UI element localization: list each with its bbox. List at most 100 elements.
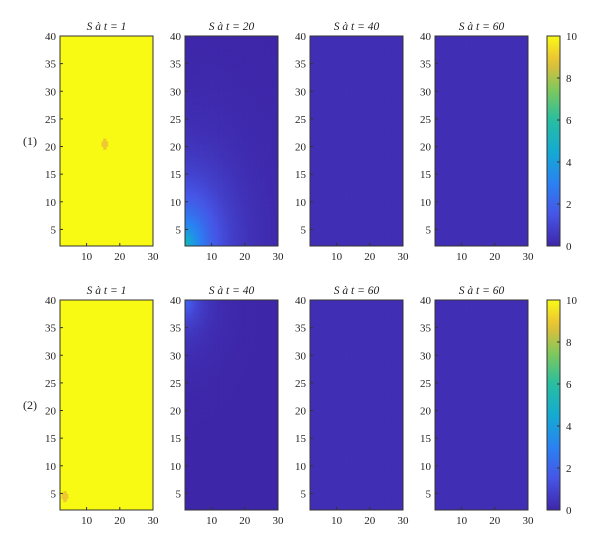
heatmap-cell: [68, 132, 71, 136]
heatmap-cell: [96, 91, 99, 95]
heatmap-cell: [93, 223, 96, 228]
heatmap-cell: [89, 201, 92, 205]
heatmap-cell: [78, 49, 81, 53]
heatmap-cell: [99, 179, 102, 183]
heatmap-cell: [68, 121, 71, 125]
heatmap-cell: [74, 116, 78, 120]
heatmap-cell: [78, 149, 81, 153]
heatmap-cell: [66, 47, 69, 51]
heatmap-cell: [71, 110, 74, 114]
heatmap-cell: [93, 60, 96, 65]
heatmap-cell: [99, 110, 102, 114]
heatmap-cell: [83, 229, 86, 233]
heatmap-cell: [63, 187, 66, 192]
heatmap-cell: [73, 135, 76, 139]
heatmap-cell: [88, 229, 91, 233]
heatmap-cell: [69, 116, 73, 120]
heatmap-cell: [88, 44, 91, 48]
heatmap-cell: [94, 207, 97, 211]
heatmap-cell: [60, 207, 63, 211]
heatmap-cell: [91, 223, 94, 228]
heatmap-cell: [89, 226, 92, 230]
heatmap-cell: [81, 157, 84, 161]
heatmap-cell: [93, 190, 96, 194]
heatmap-cell: [93, 69, 96, 73]
heatmap-cell: [71, 99, 74, 103]
heatmap-cell: [63, 221, 66, 225]
heatmap-cell: [99, 174, 102, 178]
heatmap-cell: [68, 234, 71, 239]
heatmap-cell: [98, 85, 101, 89]
y-tick-label: 40: [45, 31, 57, 43]
heatmap-cell: [69, 160, 73, 164]
heatmap-cell: [78, 85, 81, 89]
heatmap-cell: [68, 240, 71, 244]
heatmap-cell: [61, 36, 64, 40]
heatmap-cell: [78, 243, 81, 247]
heatmap-cell: [64, 165, 68, 170]
heatmap-cell: [60, 121, 63, 125]
heatmap-cell: [96, 47, 99, 51]
heatmap-cell: [86, 229, 89, 233]
heatmap-cell: [61, 176, 64, 181]
heatmap-cell: [93, 176, 96, 181]
heatmap-cell: [60, 102, 63, 106]
heatmap-cell: [98, 82, 101, 87]
heatmap-cell: [78, 135, 81, 139]
heatmap-cell: [99, 152, 102, 156]
heatmap-cell: [78, 215, 81, 219]
heatmap-cell: [99, 210, 102, 214]
heatmap-cell: [91, 77, 94, 81]
heatmap-cell: [74, 199, 78, 203]
heatmap-cell: [86, 105, 89, 109]
heatmap-cell: [86, 102, 89, 106]
heatmap-cell: [84, 152, 87, 156]
heatmap-cell: [71, 221, 74, 225]
heatmap-cell: [83, 116, 86, 120]
heatmap-cell: [91, 85, 94, 89]
heatmap-cell: [86, 165, 89, 170]
heatmap-cell: [96, 163, 99, 167]
heatmap-cell: [76, 47, 79, 51]
heatmap-cell: [61, 113, 64, 117]
heatmap-cell: [78, 212, 81, 216]
heatmap-cell: [88, 116, 91, 120]
heatmap-cell: [96, 49, 99, 53]
heatmap-cell: [88, 218, 91, 222]
heatmap-cell: [91, 107, 94, 111]
heatmap-cell: [83, 152, 86, 156]
heatmap-cell: [84, 91, 87, 95]
heatmap-cell: [91, 215, 94, 219]
heatmap-cell: [78, 52, 81, 56]
heatmap-cell: [63, 218, 66, 222]
heatmap-cell: [60, 201, 63, 205]
heatmap-cell: [91, 160, 94, 164]
heatmap-cell: [81, 41, 84, 45]
heatmap-cell: [74, 80, 78, 84]
heatmap-cell: [98, 212, 101, 216]
heatmap-cell: [66, 74, 69, 78]
heatmap-cell: [63, 229, 66, 233]
heatmap-cell: [74, 152, 78, 156]
heatmap-cell: [98, 232, 101, 236]
heatmap-cell: [74, 182, 78, 186]
heatmap-cell: [81, 223, 84, 228]
heatmap-cell: [99, 232, 102, 236]
heatmap-cell: [74, 171, 78, 175]
heatmap-cell: [88, 215, 91, 219]
heatmap-cell: [66, 212, 69, 216]
heatmap-cell: [64, 185, 68, 189]
heatmap-cell: [63, 116, 66, 120]
heatmap-cell: [94, 121, 97, 125]
heatmap-cell: [88, 201, 91, 205]
heatmap-cell: [86, 240, 89, 244]
heatmap-cell: [74, 105, 78, 109]
heatmap-cell: [99, 196, 102, 200]
heatmap-cell: [71, 44, 74, 48]
heatmap-cell: [71, 41, 74, 45]
heatmap-cell: [88, 38, 91, 42]
heatmap-cell: [79, 94, 82, 98]
heatmap-cell: [79, 168, 82, 172]
heatmap-cell: [66, 146, 69, 150]
heatmap-cell: [86, 124, 89, 128]
